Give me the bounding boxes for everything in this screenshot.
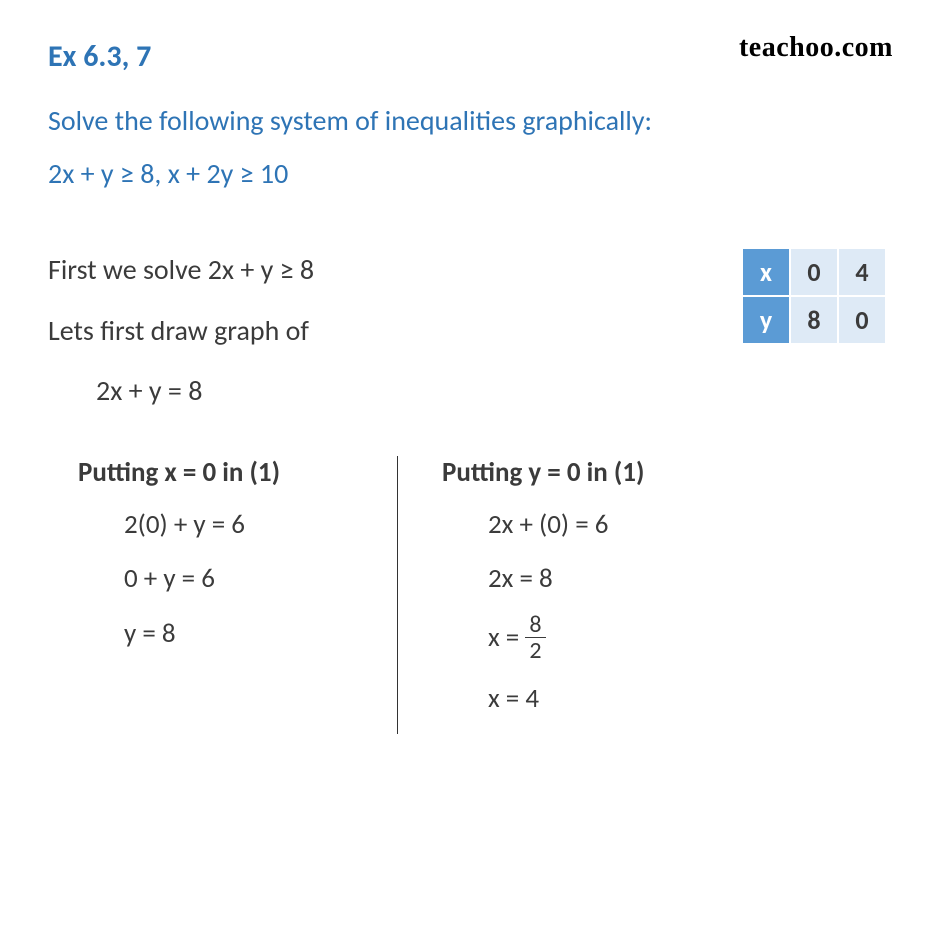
fraction: 82 [525, 612, 545, 663]
line-equation: 2x + y = 8 [48, 368, 897, 414]
left-step-2: 0 + y = 6 [78, 559, 353, 600]
table-y-val-1: 0 [839, 297, 885, 343]
left-heading: Putting x = 0 in (1) [78, 456, 353, 489]
right-column: Putting y = 0 in (1) 2x + (0) = 6 2x = 8… [398, 456, 678, 734]
brand-watermark: teachoo.com [739, 32, 893, 64]
left-step-1: 2(0) + y = 6 [78, 505, 353, 546]
intro-block: First we solve 2x + y ≥ 8 Lets first dra… [48, 247, 897, 414]
right-step-1: 2x + (0) = 6 [442, 505, 644, 546]
question-text: Solve the following system of inequaliti… [48, 99, 897, 142]
frac-den: 2 [525, 638, 545, 663]
left-step-3: y = 8 [78, 614, 353, 655]
frac-lhs: x = [488, 621, 525, 654]
table-y-val-0: 8 [791, 297, 837, 343]
table-x-val-0: 0 [791, 249, 837, 295]
table-x-val-1: 4 [839, 249, 885, 295]
right-heading: Putting y = 0 in (1) [442, 456, 644, 489]
table-y-label: y [743, 297, 789, 343]
frac-num: 8 [525, 612, 545, 638]
inequalities-line: 2x + y ≥ 8, x + 2y ≥ 10 [48, 156, 897, 191]
left-column: Putting x = 0 in (1) 2(0) + y = 6 0 + y … [78, 456, 398, 734]
table-x-label: x [743, 249, 789, 295]
right-step-last: x = 4 [442, 679, 644, 720]
xy-value-table: x 0 4 y 8 0 [741, 247, 887, 345]
right-step-frac: x = 82 [442, 614, 644, 665]
two-column-solution: Putting x = 0 in (1) 2(0) + y = 6 0 + y … [78, 456, 897, 734]
right-step-2: 2x = 8 [442, 559, 644, 600]
